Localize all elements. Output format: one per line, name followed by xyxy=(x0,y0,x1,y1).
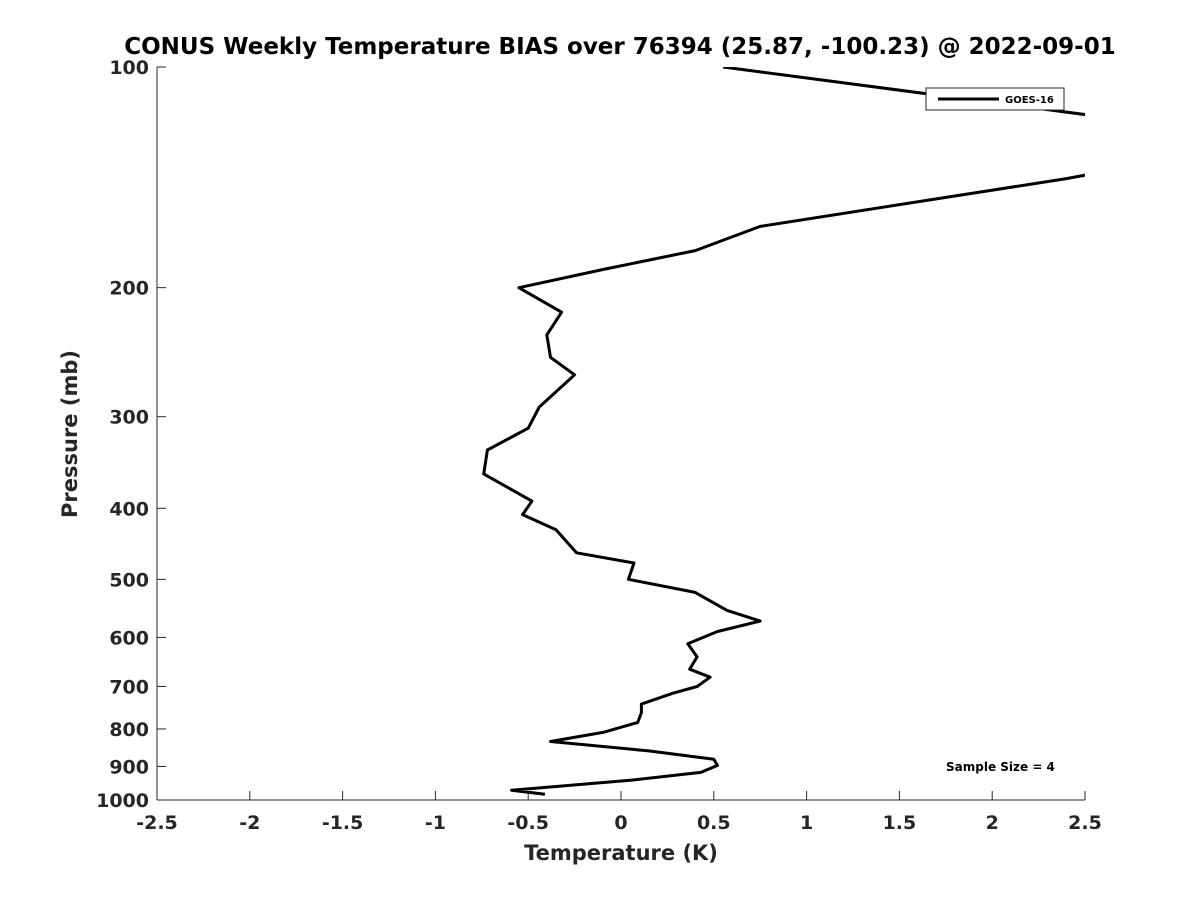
legend-label-goes-16: GOES-16 xyxy=(1005,95,1054,106)
x-axis-label: Temperature (K) xyxy=(524,841,718,865)
series-line-goes-16 xyxy=(482,173,1085,796)
y-tick-label: 800 xyxy=(109,719,149,741)
x-tick-label: 2 xyxy=(986,812,999,834)
y-tick-label: 400 xyxy=(109,498,149,520)
y-axis-ticks: 100 200 300 400 500 600 700 800 900 1000 xyxy=(96,57,166,812)
y-tick-label: 900 xyxy=(109,756,149,778)
x-tick-label: -1.5 xyxy=(322,812,364,834)
x-tick-label: 0.5 xyxy=(697,812,731,834)
y-tick-label: 100 xyxy=(109,57,149,79)
x-tick-label: 2.5 xyxy=(1068,812,1102,834)
x-tick-label: -0.5 xyxy=(507,812,549,834)
chart-title: CONUS Weekly Temperature BIAS over 76394… xyxy=(124,34,1115,60)
x-tick-label: 1.5 xyxy=(883,812,917,834)
x-tick-label: 0 xyxy=(614,812,627,834)
x-tick-label: -1 xyxy=(425,812,446,834)
x-tick-label: 1 xyxy=(800,812,813,834)
x-tick-label: -2 xyxy=(239,812,260,834)
y-tick-label: 700 xyxy=(109,676,149,698)
sample-size-annotation: Sample Size = 4 xyxy=(946,760,1055,774)
y-tick-label: 500 xyxy=(109,569,149,591)
y-axis-label: Pressure (mb) xyxy=(58,350,82,518)
x-tick-label: -2.5 xyxy=(136,812,178,834)
y-tick-label: 200 xyxy=(109,278,149,300)
y-tick-label: 600 xyxy=(109,627,149,649)
y-tick-label: 300 xyxy=(109,407,149,429)
y-tick-label: 1000 xyxy=(96,790,149,812)
legend: GOES-16 xyxy=(925,87,1065,111)
series-layer xyxy=(482,67,1085,796)
x-axis-ticks: -2.5 -2 -1.5 -1 -0.5 0 0.5 1 1.5 2 2.5 xyxy=(136,791,1102,834)
